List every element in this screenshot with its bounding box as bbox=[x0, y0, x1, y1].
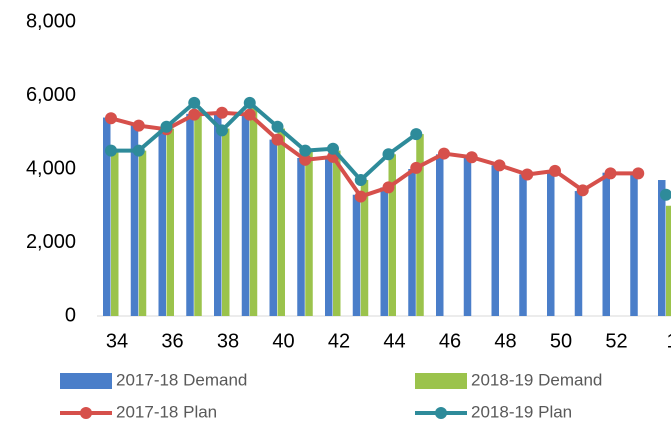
x-tick-label: 36 bbox=[161, 330, 183, 352]
x-tick-label: 1 bbox=[666, 330, 671, 352]
bar bbox=[111, 150, 119, 316]
bar bbox=[325, 157, 333, 316]
bar bbox=[158, 128, 166, 316]
x-tick-label: 40 bbox=[272, 330, 294, 352]
legend-swatch bbox=[435, 407, 447, 419]
bar bbox=[658, 180, 666, 316]
bar bbox=[249, 106, 258, 317]
bar bbox=[547, 170, 555, 316]
y-tick-label: 6,000 bbox=[26, 84, 76, 106]
marker bbox=[132, 119, 145, 132]
marker bbox=[216, 106, 228, 119]
bar bbox=[138, 150, 147, 316]
bar bbox=[408, 169, 416, 316]
x-tick-label: 42 bbox=[328, 330, 350, 352]
x-tick-label: 50 bbox=[550, 330, 572, 352]
y-tick-label: 4,000 bbox=[26, 157, 76, 179]
bar bbox=[574, 191, 583, 316]
marker bbox=[299, 144, 312, 157]
marker bbox=[271, 133, 284, 146]
marker bbox=[465, 151, 478, 164]
bar bbox=[360, 180, 369, 316]
marker bbox=[327, 142, 339, 155]
legend-swatch bbox=[60, 373, 112, 389]
bar bbox=[277, 128, 285, 316]
bar bbox=[166, 128, 174, 316]
bar bbox=[416, 134, 424, 316]
bar bbox=[130, 124, 139, 317]
marker bbox=[410, 161, 423, 174]
legend-swatch bbox=[415, 373, 467, 389]
x-tick-label: 38 bbox=[217, 330, 239, 352]
marker bbox=[132, 144, 145, 157]
marker bbox=[105, 112, 117, 125]
marker bbox=[188, 108, 201, 121]
marker bbox=[299, 153, 312, 166]
legend-label: 2018-19 Plan bbox=[471, 402, 572, 421]
legend-label: 2017-18 Plan bbox=[116, 402, 217, 421]
marker bbox=[493, 159, 506, 172]
bar bbox=[388, 154, 396, 316]
marker bbox=[382, 148, 395, 161]
bar bbox=[463, 157, 472, 316]
bar bbox=[436, 154, 444, 316]
bar bbox=[630, 172, 638, 316]
bar bbox=[103, 117, 111, 316]
bar bbox=[297, 157, 305, 316]
marker bbox=[549, 164, 561, 177]
marker bbox=[660, 188, 671, 201]
bar bbox=[269, 139, 277, 316]
marker bbox=[604, 167, 617, 180]
marker bbox=[105, 144, 117, 157]
bar bbox=[666, 205, 671, 316]
bar bbox=[186, 113, 194, 316]
legend-label: 2017-18 Demand bbox=[116, 370, 247, 389]
legend-label: 2018-19 Demand bbox=[471, 370, 602, 389]
bar bbox=[214, 113, 222, 316]
bar bbox=[491, 165, 499, 316]
legend-swatch bbox=[80, 407, 92, 419]
bar bbox=[241, 113, 250, 316]
marker bbox=[576, 184, 589, 197]
x-tick-label: 34 bbox=[106, 330, 128, 352]
x-tick-label: 52 bbox=[605, 330, 627, 352]
bar bbox=[333, 150, 341, 316]
marker bbox=[521, 168, 534, 181]
marker bbox=[216, 124, 228, 137]
marker bbox=[243, 96, 256, 109]
bar bbox=[222, 128, 230, 316]
bar bbox=[352, 194, 361, 316]
bar bbox=[519, 174, 527, 316]
y-tick-label: 2,000 bbox=[26, 231, 76, 253]
marker bbox=[160, 120, 173, 133]
bar bbox=[305, 150, 313, 316]
marker bbox=[632, 167, 645, 180]
marker bbox=[243, 108, 256, 121]
marker bbox=[438, 147, 450, 160]
marker bbox=[410, 128, 423, 141]
marker bbox=[188, 96, 201, 109]
bar bbox=[380, 187, 388, 316]
bar bbox=[194, 110, 202, 316]
x-tick-label: 46 bbox=[439, 330, 461, 352]
marker bbox=[354, 190, 367, 203]
marker bbox=[271, 120, 284, 133]
marker bbox=[354, 174, 367, 187]
marker bbox=[382, 181, 395, 194]
x-tick-label: 48 bbox=[494, 330, 516, 352]
bar bbox=[602, 172, 610, 316]
y-tick-label: 0 bbox=[65, 304, 76, 326]
y-tick-label: 8,000 bbox=[26, 10, 76, 32]
x-tick-label: 44 bbox=[383, 330, 405, 352]
